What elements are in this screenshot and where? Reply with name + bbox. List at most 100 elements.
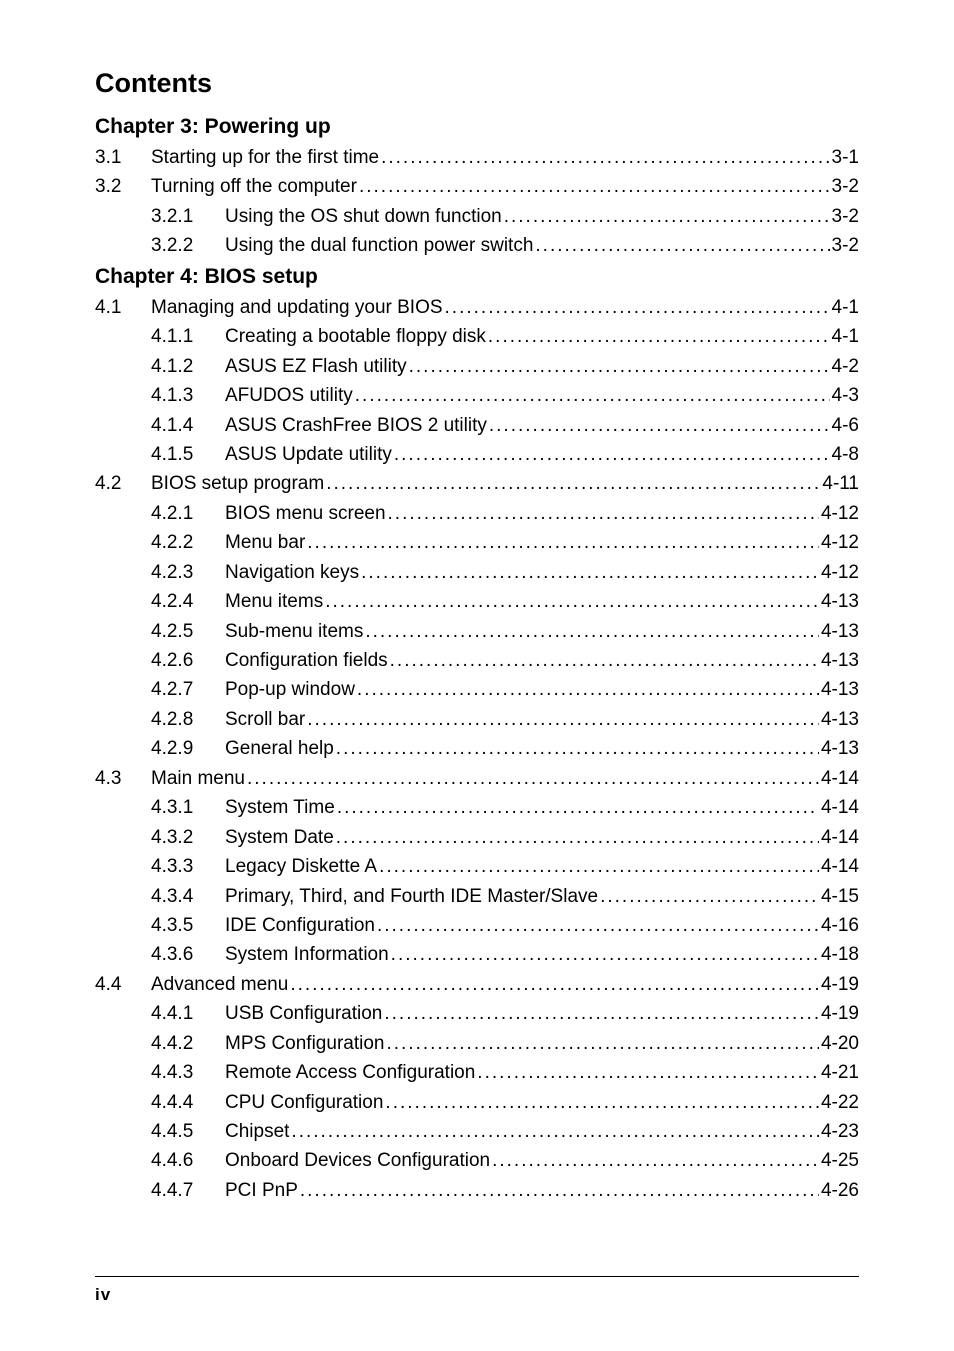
toc-entry-page: 4-25 [821,1146,859,1175]
toc-leader-dots [336,734,819,763]
toc-entry-title: Remote Access Configuration [225,1058,475,1087]
toc-entry-number: 4.4.6 [151,1146,225,1175]
toc-entry-number: 4.2.8 [151,705,225,734]
toc-leader-dots [337,793,819,822]
toc-entry-number: 4.4.5 [151,1117,225,1146]
toc-entry-title: Sub-menu items [225,617,363,646]
toc-entry-number: 4.2.2 [151,528,225,557]
toc-leader-dots [300,1176,819,1205]
toc-entry-number: 4.3 [95,764,151,793]
toc-entry-page: 4-14 [821,793,859,822]
toc-entry-title: Legacy Diskette A [225,852,377,881]
chapter-heading: Chapter 4: BIOS setup [95,265,859,289]
toc-entry-page: 4-14 [821,852,859,881]
toc-leader-dots [386,1029,819,1058]
toc-entry-number: 4.3.3 [151,852,225,881]
toc-entry-page: 4-13 [821,587,859,616]
toc-entry-number: 4.4 [95,970,151,999]
toc-leader-dots [535,231,829,260]
toc-entry: 4.1.3AFUDOS utility 4-3 [95,381,859,410]
toc-entry-page: 4-12 [821,528,859,557]
toc-entry: 4.2.6Configuration fields 4-13 [95,646,859,675]
toc-entry-page: 4-18 [821,940,859,969]
toc-entry-page: 3-2 [832,202,859,231]
toc-entry: 4.2.5Sub-menu items 4-13 [95,617,859,646]
toc-entry-page: 4-19 [821,999,859,1028]
toc-entry-number: 4.3.4 [151,882,225,911]
toc-entry-title: AFUDOS utility [225,381,353,410]
toc-entry-page: 4-13 [821,617,859,646]
toc-entry-page: 4-19 [821,970,859,999]
toc-leader-dots [409,352,830,381]
toc-entry: 4.4.7PCI PnP 4-26 [95,1176,859,1205]
toc-leader-dots [357,675,819,704]
toc-entry-number: 4.4.3 [151,1058,225,1087]
toc-leader-dots [488,322,830,351]
toc-entry-title: USB Configuration [225,999,382,1028]
toc-leader-dots [377,911,819,940]
toc-leader-dots [355,381,830,410]
toc-entry-number: 4.3.6 [151,940,225,969]
toc-entry-page: 4-12 [821,499,859,528]
toc-leader-dots [247,764,819,793]
toc-entry-title: Configuration fields [225,646,388,675]
toc-entry: 4.2.3Navigation keys 4-12 [95,558,859,587]
toc-entry-title: BIOS setup program [151,469,324,498]
toc-entry-number: 3.2.2 [151,231,225,260]
toc-leader-dots [325,587,819,616]
toc-entry-title: Main menu [151,764,245,793]
toc-entry: 4.2.2Menu bar 4-12 [95,528,859,557]
toc-entry-number: 4.2.3 [151,558,225,587]
toc-leader-dots [326,469,820,498]
toc-leader-dots [600,882,819,911]
toc-entry: 4.2.8Scroll bar 4-13 [95,705,859,734]
toc-entry-number: 4.1.1 [151,322,225,351]
toc-entry-page: 4-16 [821,911,859,940]
toc-entry-title: CPU Configuration [225,1088,383,1117]
toc-entry-number: 4.1 [95,293,151,322]
toc-entry: 3.1Starting up for the first time 3-1 [95,143,859,172]
toc-entry-page: 4-12 [821,558,859,587]
toc-entry-number: 4.1.2 [151,352,225,381]
toc-leader-dots [384,999,819,1028]
toc-entry-number: 4.2 [95,469,151,498]
toc-entry: 4.1.4ASUS CrashFree BIOS 2 utility 4-6 [95,411,859,440]
toc-entry-page: 4-8 [832,440,859,469]
toc-entry-title: Scroll bar [225,705,305,734]
toc-container: Chapter 3: Powering up3.1Starting up for… [95,115,859,1205]
toc-leader-dots [307,528,819,557]
toc-entry-number: 4.2.7 [151,675,225,704]
toc-leader-dots [290,970,819,999]
toc-leader-dots [390,646,819,675]
toc-entry: 4.3Main menu 4-14 [95,764,859,793]
toc-entry-title: Navigation keys [225,558,359,587]
toc-entry-page: 4-13 [821,705,859,734]
toc-entry-page: 4-26 [821,1176,859,1205]
toc-entry: 4.1.1Creating a bootable floppy disk 4-1 [95,322,859,351]
toc-entry-title: Creating a bootable floppy disk [225,322,486,351]
toc-entry-number: 4.1.4 [151,411,225,440]
toc-leader-dots [445,293,830,322]
toc-entry-number: 4.2.5 [151,617,225,646]
toc-entry-page: 4-2 [832,352,859,381]
toc-entry-number: 4.3.5 [151,911,225,940]
toc-entry-page: 4-20 [821,1029,859,1058]
toc-leader-dots [379,852,819,881]
toc-entry: 4.3.3Legacy Diskette A 4-14 [95,852,859,881]
toc-entry: 4.4Advanced menu 4-19 [95,970,859,999]
toc-entry: 4.1Managing and updating your BIOS 4-1 [95,293,859,322]
toc-entry: 4.2.4Menu items 4-13 [95,587,859,616]
toc-entry: 4.3.2System Date 4-14 [95,823,859,852]
toc-entry-page: 4-22 [821,1088,859,1117]
toc-leader-dots [381,143,829,172]
page-title: Contents [95,68,859,99]
toc-entry-title: Using the OS shut down function [225,202,502,231]
toc-entry-page: 4-1 [832,322,859,351]
toc-entry-page: 4-15 [821,882,859,911]
toc-leader-dots [394,440,830,469]
toc-entry: 4.4.5Chipset 4-23 [95,1117,859,1146]
toc-entry-page: 4-6 [832,411,859,440]
toc-entry-page: 4-1 [832,293,859,322]
toc-entry: 3.2.1Using the OS shut down function 3-2 [95,202,859,231]
toc-leader-dots [391,940,819,969]
